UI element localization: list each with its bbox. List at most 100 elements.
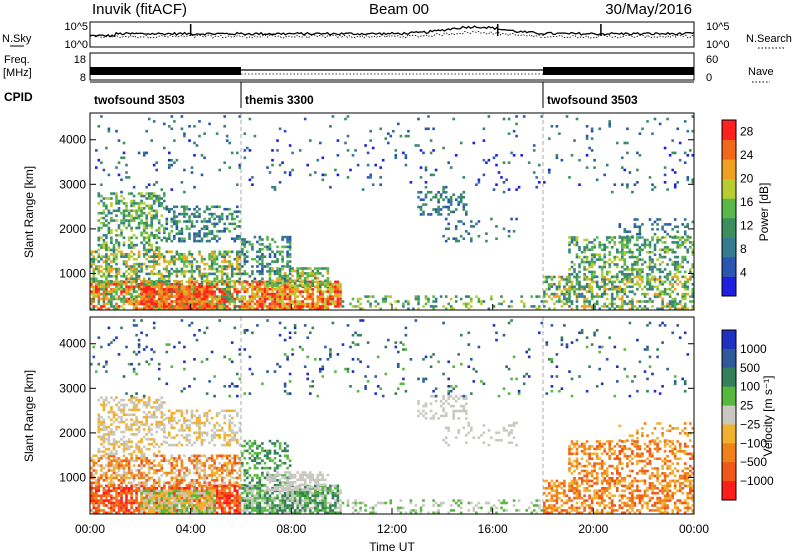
velocity-cell-493 [225,496,229,500]
power-cell-871 [208,265,211,268]
velocity-cell-1028 [102,398,106,402]
power-cell-40 [100,292,103,296]
power-cell-1640 [198,297,201,301]
power-cell-1282 [170,220,174,223]
power-cell-1179 [145,224,148,227]
power-cell-1573 [178,297,181,301]
power-cell-725 [152,265,156,268]
power-cell-24 [95,285,98,289]
power-cell-3406 [666,223,669,226]
velocity-cell-865 [198,474,201,477]
power-cell-306 [175,307,179,311]
power-cell-352 [185,280,189,284]
power-cell-1890 [288,305,292,308]
power-cell-627 [115,257,118,261]
power-cell-1992 [316,295,320,298]
velocity-cell-1019 [102,428,106,431]
power-cell-834 [190,260,194,263]
power-cell-2394 [412,307,415,311]
power-cell-2112 [248,275,252,278]
velocity-cell-530 [236,499,239,502]
power-cell-2029 [326,305,330,308]
power-cell-1332 [188,220,191,223]
power-cell-968 [238,255,242,258]
velocity-cell-687 [132,459,136,462]
power-cell-3437 [180,127,184,131]
velocity-cell-157 [132,511,136,515]
power-cell-2028 [326,307,330,311]
power-cell-927 [225,272,229,276]
power-cell-912 [220,265,224,268]
power-cell-1792 [263,285,267,289]
power-cell-2479 [422,198,425,201]
power-cell-2153 [261,248,264,251]
power-cell-981 [97,192,101,195]
power-cell-3381 [633,225,637,229]
power-cell-3323 [676,268,679,271]
power-cell-3624 [321,173,325,177]
power-cell-1790 [263,290,267,293]
power-cell-2280 [291,284,294,287]
velocity-cell-895 [208,466,211,470]
velocity-cell-1060 [110,406,113,409]
power-cell-3443 [198,134,201,138]
power-cell-3411 [673,225,677,229]
power-cell-3629 [336,173,340,177]
power-cell-124 [122,295,126,298]
power-cell-127 [122,283,126,286]
velocity-cell-647 [120,461,123,465]
power-cell-1478 [147,300,151,303]
velocity-cell-520 [233,496,237,500]
power-cell-2024 [324,290,327,293]
velocity-cell-636 [117,464,121,467]
power-cell-1421 [223,207,226,211]
power-cell-1319 [183,210,186,213]
velocity-cell-504 [228,496,231,500]
power-cell-2217 [286,262,289,266]
velocity-cell-77 [110,496,113,500]
power-cell-771 [168,262,171,266]
power-cell-2254 [273,284,277,287]
power-cell-2804 [621,302,624,306]
power-cell-3733 [573,139,576,142]
velocity-cell-1034 [105,425,108,429]
velocity-cell-821 [180,459,184,462]
power-cell-466 [218,290,221,293]
velocity-cell-894 [208,474,211,477]
power-cell-327 [180,302,184,306]
power-cell-280 [165,283,169,286]
power-cell-2092 [241,243,244,246]
power-cell-2031 [326,300,330,303]
power-cell-1572 [178,300,181,303]
power-cell-2315 [306,277,309,280]
velocity-cell-2 [90,499,93,502]
power-cell-1317 [183,215,186,218]
velocity-cell-111 [120,501,123,505]
power-cell-80 [110,292,113,296]
power-cell-1597 [185,302,189,306]
power-cell-3672 [424,166,428,169]
power-cell-648 [125,270,128,273]
velocity-cell-704 [140,474,143,477]
power-cell-3724 [538,163,541,167]
velocity-cell-860 [195,457,199,460]
power-cell-991 [102,246,106,249]
power-cell-2378 [381,297,385,301]
power-cell-167 [135,300,138,303]
power-cell-1291 [173,212,176,216]
power-cell-949 [233,267,237,271]
power-cell-1576 [178,290,181,293]
power-cell-2957 [678,307,682,311]
power-cell-3421 [686,225,689,229]
velocity-cell-701 [137,457,141,460]
power-cell-3566 [175,158,179,162]
power-cell-865 [205,275,209,278]
power-cell-2648 [568,297,571,301]
power-cell-1538 [165,290,169,293]
power-cell-1446 [236,205,239,209]
power-cell-651 [125,260,128,263]
power-cell-3231 [643,260,647,264]
power-cell-1033 [110,211,113,215]
power-cell-64 [105,283,108,286]
power-cell-2434 [467,295,471,298]
